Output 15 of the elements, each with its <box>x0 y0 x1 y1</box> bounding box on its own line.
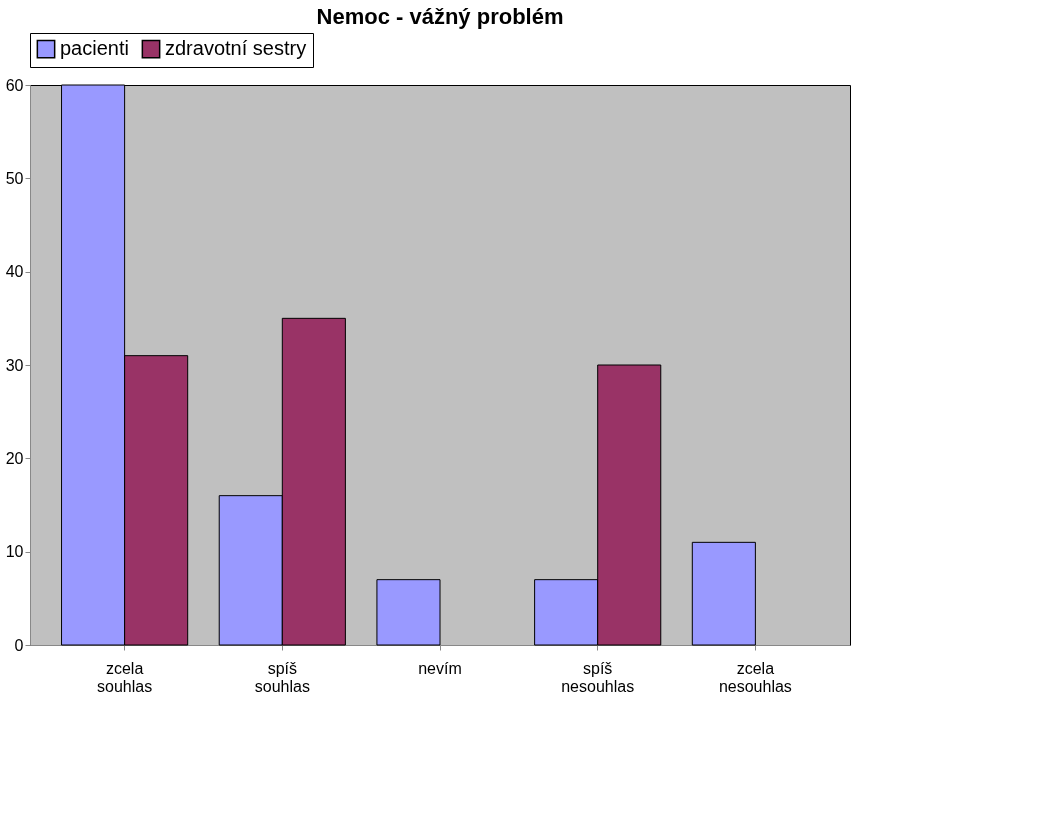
y-tick-label: 30 <box>5 356 24 374</box>
x-tick-label: zcela souhlas <box>97 659 153 695</box>
x-tick-label: spíš nesouhlas <box>561 659 635 695</box>
chart-title: Nemoc - vážný problém <box>316 3 564 29</box>
x-tick-label: nevím <box>418 659 462 677</box>
x-tick-label: spíš souhlas <box>254 659 310 695</box>
y-tick-label: 0 <box>14 636 24 654</box>
y-tick-label: 50 <box>5 169 24 187</box>
y-tick-label: 60 <box>5 76 24 94</box>
legend-label: zdravotní sestry <box>165 37 307 60</box>
x-tick-label: zcela nesouhlas <box>718 659 792 695</box>
legend-label: pacienti <box>60 37 129 60</box>
y-tick-label: 40 <box>5 263 24 281</box>
y-tick-label: 10 <box>5 543 24 561</box>
y-tick-label: 20 <box>5 449 24 467</box>
